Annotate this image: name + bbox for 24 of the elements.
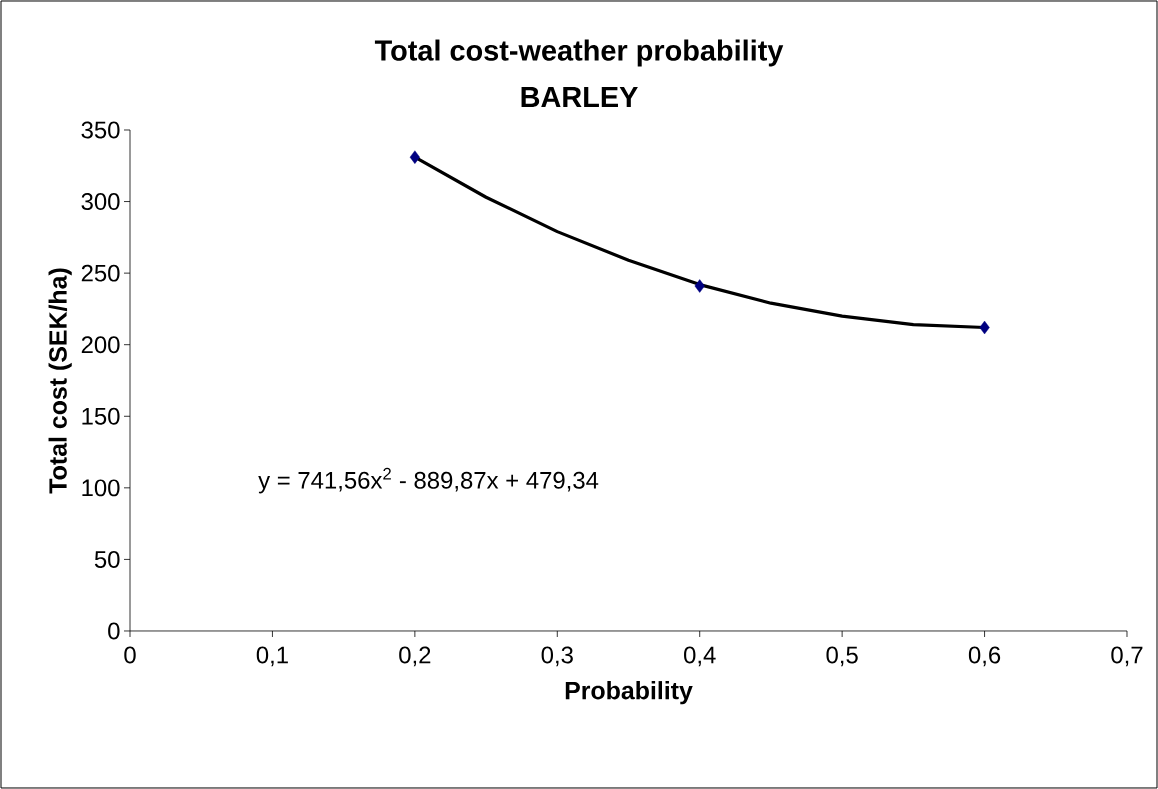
y-tick-label: 200	[81, 336, 120, 354]
y-tick-label: 250	[81, 264, 120, 282]
x-tick-label: 0,7	[1111, 646, 1143, 667]
x-tick-label: 0,4	[684, 646, 716, 667]
y-tick-label: 150	[82, 407, 120, 425]
x-tick-label: 0	[124, 646, 136, 664]
y-tick-label: 50	[94, 550, 120, 568]
x-tick-label: 0,3	[541, 646, 573, 667]
x-tick-label: 0,1	[256, 646, 288, 667]
x-axis-title: Probability	[565, 681, 693, 705]
annotation: y = 741,56x$^{2}$ - 889,87x + 479,34	[258, 467, 599, 494]
chart-subtitle: BARLEY	[521, 87, 638, 107]
x-tick-label: 0,2	[399, 646, 431, 667]
y-tick-label: 0	[108, 622, 120, 640]
point	[979, 320, 990, 335]
y-tick-label: 350	[81, 121, 120, 139]
y-axis-title: Total cost (SEK/ha)	[48, 268, 72, 494]
chart-title: Total cost-weather probability	[374, 39, 784, 67]
x-tick-label: 0,6	[968, 646, 1001, 667]
y-tick-label: 300	[81, 193, 120, 211]
point	[694, 279, 705, 293]
x-tick-label: 0,5	[826, 646, 858, 667]
point	[409, 150, 420, 164]
y-tick-label: 100	[82, 479, 120, 497]
